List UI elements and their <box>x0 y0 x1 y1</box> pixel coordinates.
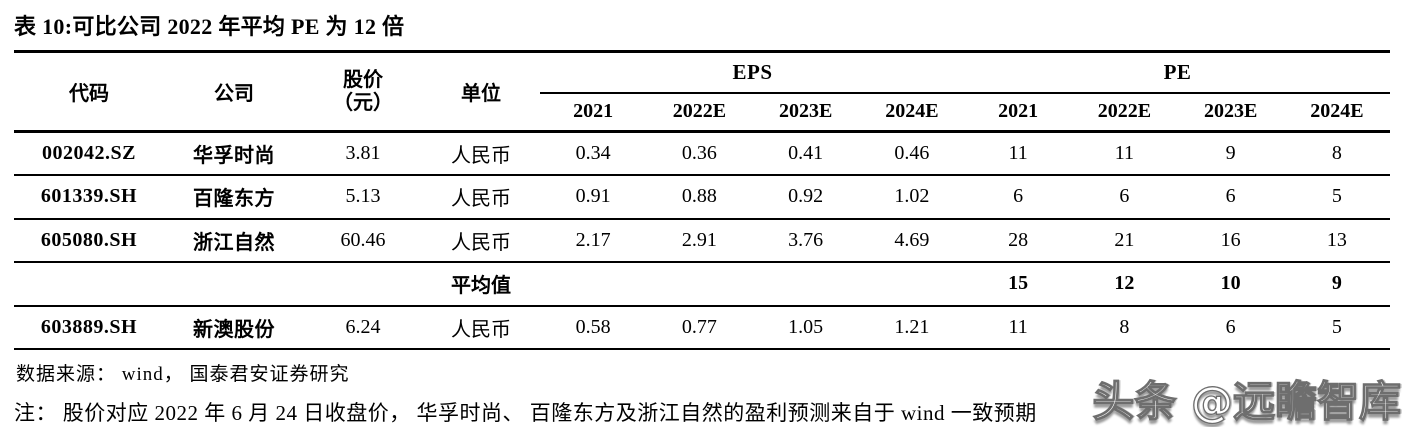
comparable-companies-table-wrap: 代码 公司 股价 （元） 单位 EPS PE 2021 2022E 2023E … <box>14 50 1390 350</box>
cell-empty <box>304 262 422 307</box>
cell-pe: 28 <box>965 218 1072 263</box>
header-eps-2023e: 2023E <box>752 92 859 133</box>
cell-pe: 11 <box>965 131 1072 176</box>
cell-unit: 人民币 <box>422 305 540 350</box>
cell-avg-pe: 10 <box>1177 262 1284 307</box>
cell-price: 3.81 <box>304 131 422 176</box>
cell-pe: 11 <box>965 305 1072 350</box>
cell-eps: 0.77 <box>646 305 753 350</box>
cell-eps: 4.69 <box>858 218 965 263</box>
cell-eps: 2.17 <box>540 218 647 263</box>
header-company: 公司 <box>164 51 304 133</box>
cell-eps: 1.02 <box>858 175 965 220</box>
watermark-toutiao-yuanzhanzhiku: 头条 @远瞻智库 <box>1092 376 1402 426</box>
cell-eps: 0.92 <box>752 175 859 220</box>
average-row: 平均值 15 12 10 9 <box>14 262 1390 307</box>
cell-empty <box>14 262 164 307</box>
cell-eps: 1.21 <box>858 305 965 350</box>
cell-eps: 3.76 <box>752 218 859 263</box>
cell-eps: 0.34 <box>540 131 647 176</box>
cell-pe: 6 <box>965 175 1072 220</box>
data-source-line: 数据来源： wind， 国泰君安证券研究 <box>16 364 350 385</box>
header-pe-group: PE <box>965 51 1390 94</box>
cell-avg-pe: 9 <box>1283 262 1390 307</box>
cell-code: 603889.SH <box>14 305 164 350</box>
cell-eps: 0.91 <box>540 175 647 220</box>
header-price-line1: 股价 <box>343 68 383 91</box>
cell-avg-pe: 15 <box>965 262 1072 307</box>
cell-price: 60.46 <box>304 218 422 263</box>
cell-price: 5.13 <box>304 175 422 220</box>
table-row: 603889.SH 新澳股份 6.24 人民币 0.58 0.77 1.05 1… <box>14 305 1390 350</box>
cell-pe: 21 <box>1071 218 1178 263</box>
cell-pe: 9 <box>1177 131 1284 176</box>
header-price-line2: （元） <box>333 91 393 114</box>
cell-code: 002042.SZ <box>14 131 164 176</box>
table-row: 002042.SZ 华孚时尚 3.81 人民币 0.34 0.36 0.41 0… <box>14 131 1390 176</box>
cell-pe: 16 <box>1177 218 1284 263</box>
header-pe-2023e: 2023E <box>1177 92 1284 133</box>
cell-pe: 8 <box>1071 305 1178 350</box>
header-eps-2024e: 2024E <box>858 92 965 133</box>
cell-pe: 11 <box>1071 131 1178 176</box>
cell-pe: 13 <box>1283 218 1390 263</box>
cell-pe: 8 <box>1283 131 1390 176</box>
table-row: 605080.SH 浙江自然 60.46 人民币 2.17 2.91 3.76 … <box>14 218 1390 263</box>
cell-pe: 6 <box>1071 175 1178 220</box>
cell-company: 新澳股份 <box>164 305 304 350</box>
cell-pe: 5 <box>1283 175 1390 220</box>
header-code: 代码 <box>14 51 164 133</box>
cell-eps: 0.41 <box>752 131 859 176</box>
table-title: 表 10:可比公司 2022 年平均 PE 为 12 倍 <box>14 14 405 39</box>
cell-eps: 0.88 <box>646 175 753 220</box>
cell-eps: 2.91 <box>646 218 753 263</box>
cell-eps: 1.05 <box>752 305 859 350</box>
footnote-line: 注： 股价对应 2022 年 6 月 24 日收盘价， 华孚时尚、 百隆东方及浙… <box>14 401 1037 425</box>
cell-unit: 人民币 <box>422 175 540 220</box>
cell-code: 605080.SH <box>14 218 164 263</box>
cell-empty <box>752 262 859 307</box>
cell-company: 浙江自然 <box>164 218 304 263</box>
cell-pe: 6 <box>1177 175 1284 220</box>
cell-unit: 人民币 <box>422 218 540 263</box>
cell-eps: 0.36 <box>646 131 753 176</box>
cell-avg-pe: 12 <box>1071 262 1178 307</box>
cell-price: 6.24 <box>304 305 422 350</box>
cell-empty <box>858 262 965 307</box>
cell-company: 华孚时尚 <box>164 131 304 176</box>
comparable-companies-table: 代码 公司 股价 （元） 单位 EPS PE 2021 2022E 2023E … <box>14 50 1390 350</box>
cell-average-label: 平均值 <box>422 262 540 307</box>
header-group-row: 代码 公司 股价 （元） 单位 EPS PE <box>14 51 1390 133</box>
cell-eps: 0.58 <box>540 305 647 350</box>
cell-pe: 5 <box>1283 305 1390 350</box>
header-eps-2021: 2021 <box>540 92 647 133</box>
cell-unit: 人民币 <box>422 131 540 176</box>
cell-company: 百隆东方 <box>164 175 304 220</box>
header-eps-2022e: 2022E <box>646 92 753 133</box>
cell-code: 601339.SH <box>14 175 164 220</box>
cell-eps: 0.46 <box>858 131 965 176</box>
cell-empty <box>540 262 647 307</box>
header-pe-2024e: 2024E <box>1283 92 1390 133</box>
table-row: 601339.SH 百隆东方 5.13 人民币 0.91 0.88 0.92 1… <box>14 175 1390 220</box>
cell-pe: 6 <box>1177 305 1284 350</box>
header-pe-2021: 2021 <box>965 92 1072 133</box>
header-unit: 单位 <box>422 51 540 133</box>
cell-empty <box>646 262 753 307</box>
header-year-row: 2021 2022E 2023E 2024E 2021 2022E 2023E … <box>14 92 1390 133</box>
cell-empty <box>164 262 304 307</box>
header-price: 股价 （元） <box>304 51 422 133</box>
header-eps-group: EPS <box>540 51 965 94</box>
header-pe-2022e: 2022E <box>1071 92 1178 133</box>
